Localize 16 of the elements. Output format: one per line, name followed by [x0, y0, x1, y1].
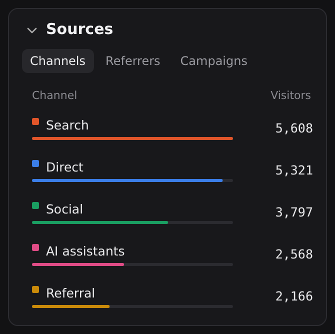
y-axis-title: Channel: [32, 89, 78, 102]
data-label: 2,568: [275, 246, 313, 262]
data-label: 3,797: [275, 204, 313, 220]
text: Channels: [22, 49, 94, 73]
data-label: 5,608: [275, 120, 313, 136]
y-tick-label: Search: [46, 117, 89, 132]
y-tick-label: Direct: [46, 159, 84, 174]
x-axis-title: Visitors: [270, 89, 311, 102]
y-tick-label: AI assistants: [46, 243, 125, 258]
text: Campaigns: [179, 53, 248, 70]
text: Referrers: [104, 53, 162, 70]
y-tick-label: Referral: [46, 285, 96, 300]
chart-title: Sources: [46, 20, 114, 38]
data-label: 2,166: [275, 288, 313, 304]
data-label: 5,321: [275, 162, 313, 178]
y-tick-label: Social: [46, 201, 84, 216]
